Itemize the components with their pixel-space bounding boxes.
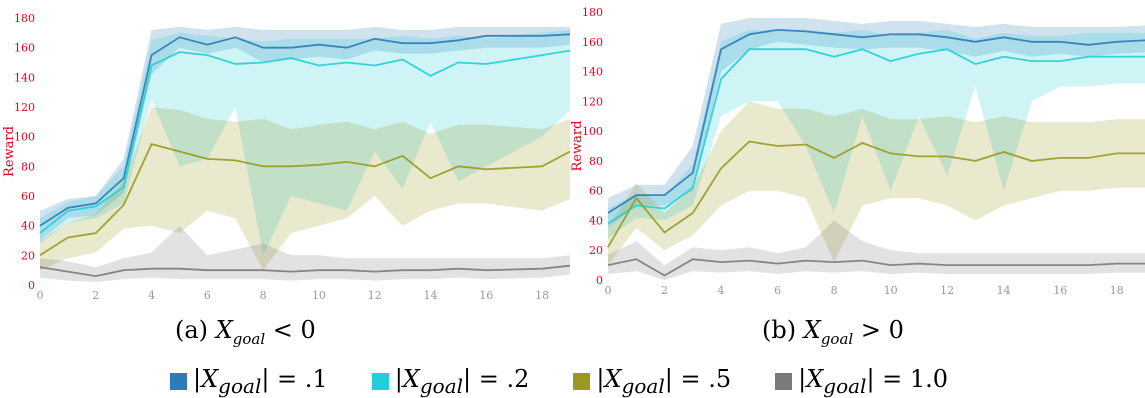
x-tick-label: 10: [312, 289, 326, 302]
legend-label-0: |Xgoal| = .1: [193, 365, 328, 398]
x-tick-label: 18: [535, 289, 549, 302]
x-tick-label: 6: [204, 289, 211, 302]
series-line-0: [39, 33, 571, 227]
legend-label-2: |Xgoal| = .5: [596, 365, 732, 398]
legend-item-3: |Xgoal| = 1.0: [775, 365, 948, 398]
series-line-3: [39, 264, 571, 278]
x-tick-label: 0: [37, 289, 44, 302]
legend-swatch-1: [371, 372, 389, 390]
y-tick-label: 160: [14, 42, 35, 55]
y-tick-label: 20: [589, 244, 603, 257]
y-tick-label: 140: [582, 66, 603, 79]
x-tick-label: 4: [148, 289, 155, 302]
y-axis-label: Reward: [2, 126, 17, 177]
y-tick-label: 40: [589, 214, 603, 227]
legend: |Xgoal| = .1 |Xgoal| = .2 |Xgoal| = .5 |…: [170, 365, 948, 398]
y-tick-label: 180: [582, 6, 603, 19]
x-tick-label: 4: [718, 284, 725, 297]
series-band-1: [608, 29, 1145, 239]
x-tick-label: 6: [774, 284, 781, 297]
x-tick-label: 16: [479, 289, 493, 302]
legend-item-0: |Xgoal| = .1: [170, 365, 328, 398]
y-tick-label: 0: [596, 274, 603, 287]
x-tick-label: 16: [1053, 284, 1067, 297]
y-tick-label: 120: [14, 101, 35, 114]
caption-a: (a) Xgoal < 0: [175, 316, 316, 348]
y-tick-label: 160: [582, 36, 603, 49]
series-line-3: [607, 258, 1145, 277]
x-tick-label: 2: [661, 284, 668, 297]
y-tick-label: 60: [589, 185, 603, 198]
series-line-1: [39, 49, 571, 234]
x-tick-label: 0: [605, 284, 612, 297]
x-tick-label: 2: [92, 289, 99, 302]
series-band-0: [608, 18, 1145, 228]
series-line-2: [607, 140, 1145, 248]
caption-b: (b) Xgoal > 0: [762, 316, 904, 348]
x-tick-label: 14: [997, 284, 1011, 297]
x-tick-label: 14: [424, 289, 438, 302]
y-tick-label: 140: [14, 71, 35, 84]
y-tick-label: 20: [21, 249, 35, 262]
y-tick-label: 60: [21, 190, 35, 203]
series-band-2: [608, 101, 1145, 266]
series-band-1: [40, 29, 570, 256]
x-tick-label: 8: [831, 284, 838, 297]
legend-swatch-2: [573, 372, 591, 390]
series-line-1: [607, 48, 1145, 225]
x-tick-label: 12: [940, 284, 954, 297]
y-tick-label: 180: [14, 12, 35, 25]
y-tick-label: 100: [582, 125, 603, 138]
y-tick-label: 40: [21, 220, 35, 233]
chart-0: 0 20 40 60 80 100 120 140 160 180 0 2 4 6 8 10 12 14 16 18 R…: [2, 12, 571, 302]
legend-swatch-3: [775, 372, 793, 390]
series-line-0: [607, 28, 1145, 214]
legend-item-2: |Xgoal| = .5: [573, 365, 731, 398]
x-tick-label: 10: [884, 284, 898, 297]
y-axis-label: Reward: [570, 121, 585, 172]
y-tick-label: 80: [21, 160, 35, 173]
series-line-2: [39, 143, 571, 257]
x-tick-label: 18: [1110, 284, 1124, 297]
x-tick-label: 8: [260, 289, 267, 302]
y-tick-label: 100: [14, 131, 35, 144]
legend-label-3: |Xgoal| = 1.0: [798, 365, 949, 398]
y-tick-label: 80: [589, 155, 603, 168]
series-band-2: [40, 107, 570, 271]
x-tick-label: 12: [368, 289, 382, 302]
y-tick-label: 120: [582, 95, 603, 108]
legend-swatch-0: [170, 372, 187, 390]
series-band-3: [40, 225, 570, 282]
y-tick-label: 0: [28, 279, 35, 292]
legend-item-1: |Xgoal| = .2: [371, 365, 530, 398]
chart-1: 0 20 40 60 80 100 120 140 160 180 0 2 4 6 8 10 12 14 16 18 R…: [570, 6, 1145, 297]
legend-label-1: |Xgoal| = .2: [394, 365, 530, 398]
